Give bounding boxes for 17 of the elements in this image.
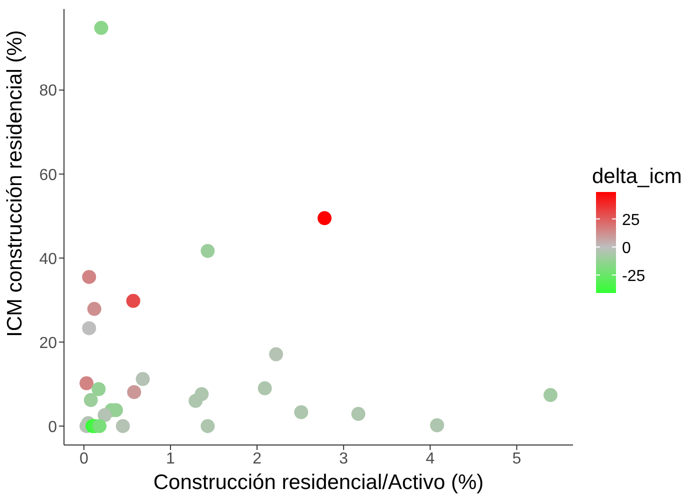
x-tick-label: 2 <box>252 450 262 468</box>
y-tick-label: 40 <box>39 250 58 268</box>
y-tick-label: 60 <box>39 166 58 184</box>
color-bar-title: delta_icm <box>592 165 682 188</box>
x-tick-label: 5 <box>512 450 522 468</box>
x-tick-label: 0 <box>79 450 88 468</box>
y-tick-label: 80 <box>39 82 58 100</box>
x-tick-label: 3 <box>339 450 348 468</box>
x-axis-title: Construcción residencial/Activo (%) <box>153 471 484 494</box>
color-bar-label: -25 <box>622 268 646 286</box>
x-tick-label: 1 <box>166 450 176 468</box>
y-tick-label: 0 <box>48 418 58 436</box>
x-tick-label: 4 <box>426 450 435 468</box>
color-bar-label: 25 <box>622 212 640 229</box>
y-axis-title: ICM construcción residencial (%) <box>3 30 26 337</box>
color-bar-label: 0 <box>622 240 631 257</box>
y-tick-label: 20 <box>39 334 58 352</box>
